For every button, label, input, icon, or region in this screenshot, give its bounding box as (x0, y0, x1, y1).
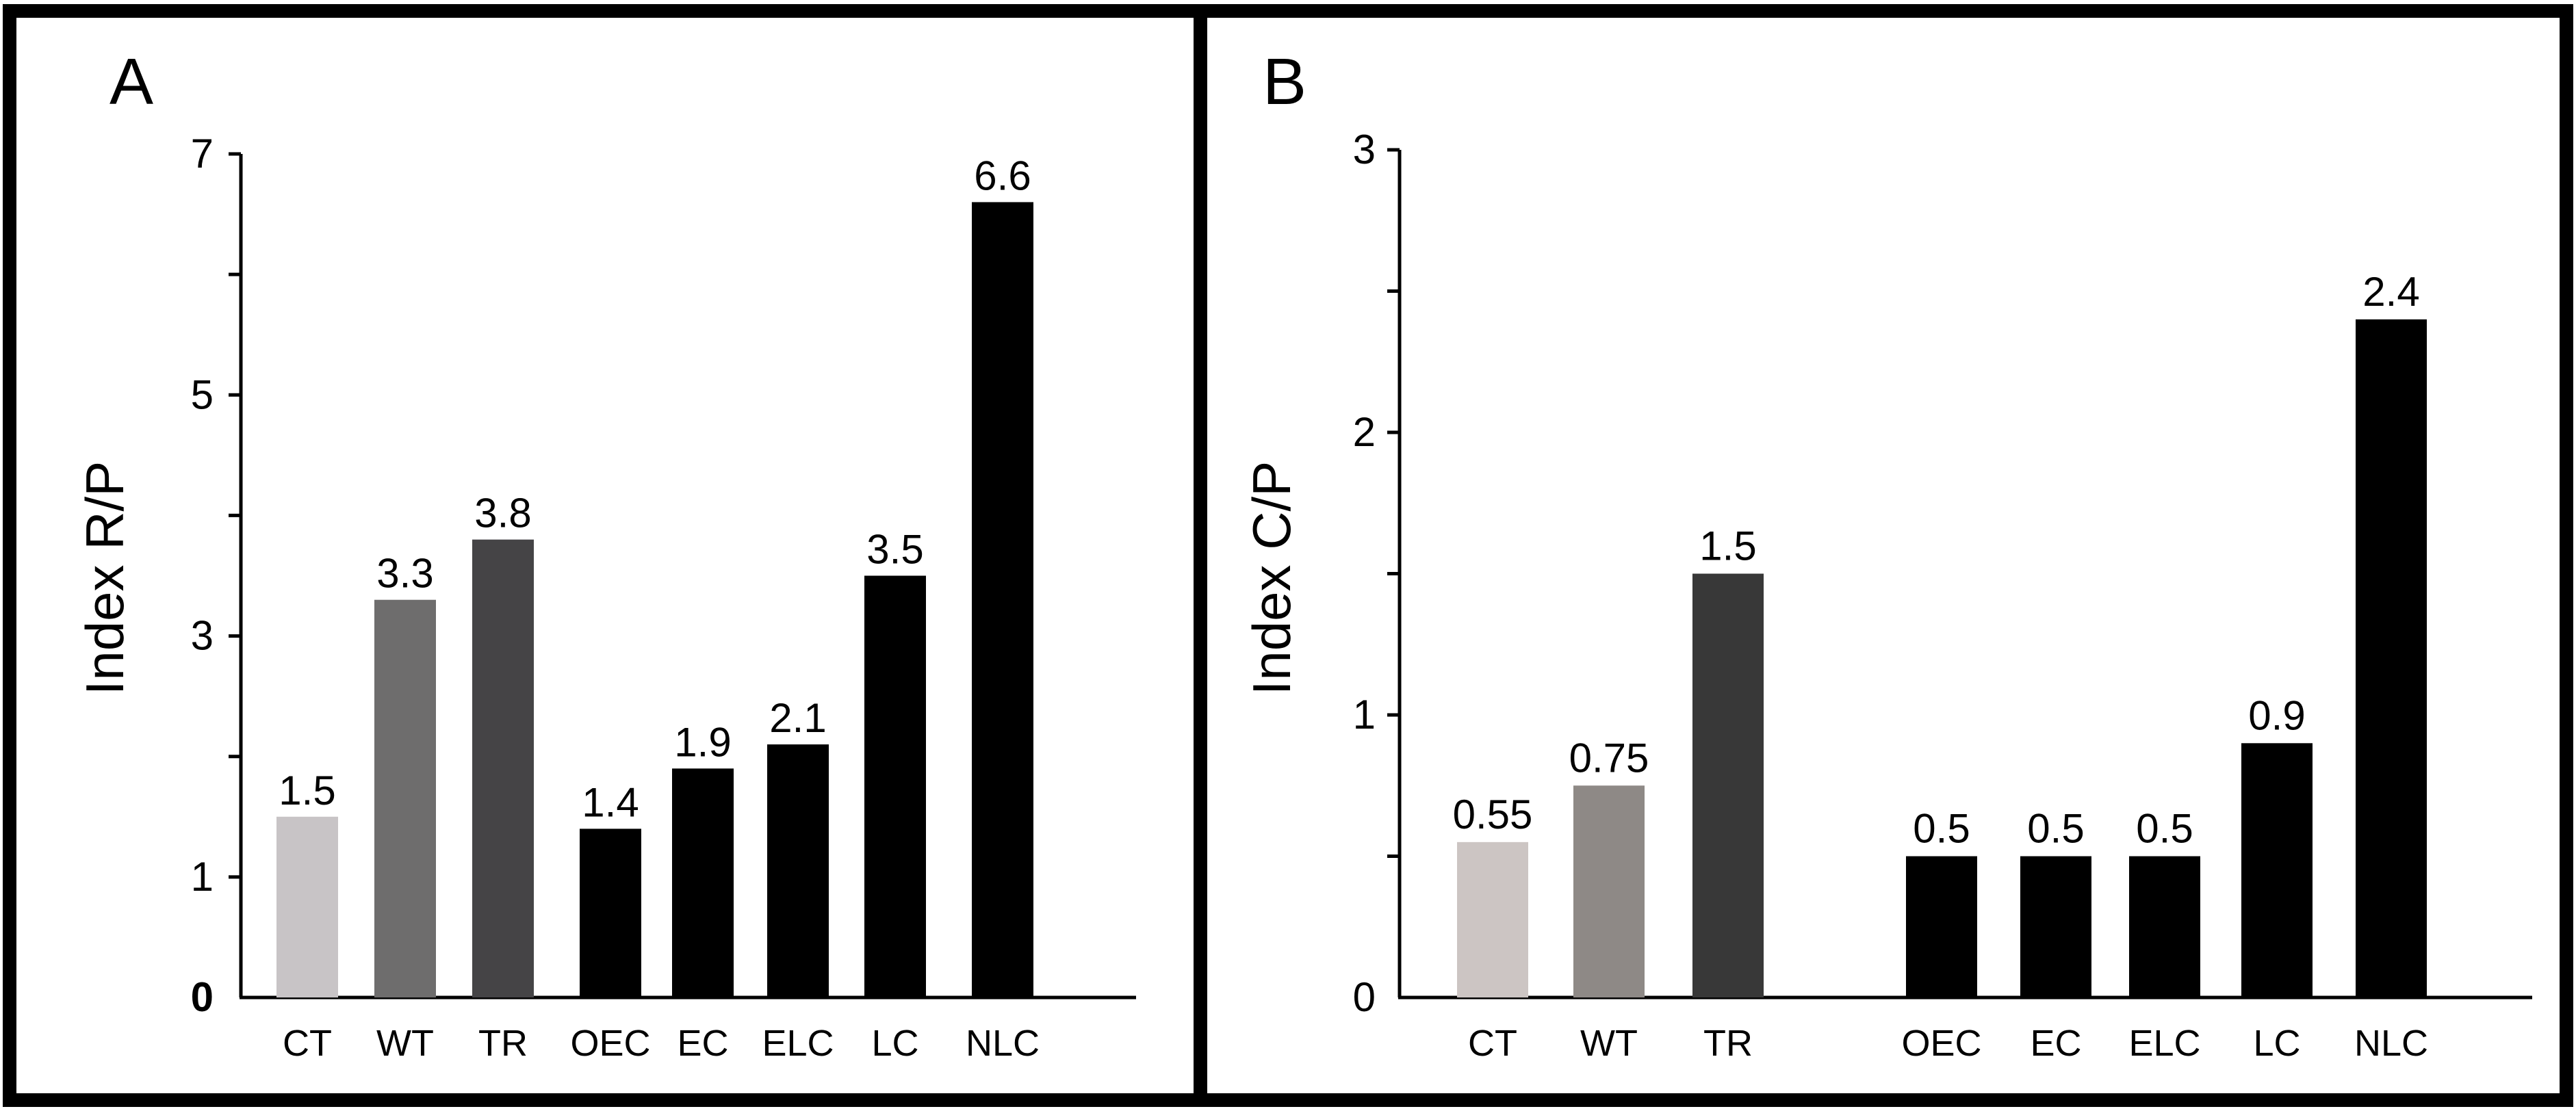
y-tick-label-a: 3 (191, 613, 214, 659)
data-label-a-oec: 1.4 (582, 779, 639, 825)
y-tick-label-b: 0 (1353, 974, 1376, 1020)
x-tick-label-a-elc: ELC (762, 1023, 834, 1064)
data-label-a-nlc: 6.6 (974, 153, 1031, 198)
bar-b-lc (2241, 743, 2313, 997)
bar-a-ec (672, 768, 734, 997)
x-tick-label-a-nlc: NLC (966, 1023, 1040, 1064)
x-tick-label-b-ec: EC (2030, 1023, 2081, 1064)
data-label-a-wt: 3.3 (376, 551, 433, 597)
panel-a-letter: A (110, 45, 153, 118)
bar-b-oec (1906, 856, 1977, 997)
bar-a-elc (767, 744, 829, 997)
x-tick-label-a-tr: TR (478, 1023, 528, 1064)
bar-a-lc (864, 575, 926, 997)
data-label-b-wt: 0.75 (1569, 735, 1649, 781)
y-tick-label-b: 2 (1353, 409, 1376, 455)
panel-b-frame (1194, 4, 2573, 1107)
bar-a-ct (276, 816, 338, 997)
bar-a-tr (472, 539, 534, 997)
x-tick-label-a-wt: WT (376, 1023, 434, 1064)
y-tick-label-b: 1 (1353, 692, 1376, 738)
x-tick-label-a-ct: CT (283, 1023, 332, 1064)
x-tick-label-b-ct: CT (1468, 1023, 1517, 1064)
data-label-a-lc: 3.5 (866, 527, 923, 573)
bar-b-nlc (2356, 319, 2427, 997)
bar-b-ec (2020, 856, 2091, 997)
panel-b-ylabel: Index C/P (1241, 461, 1302, 696)
bar-b-ct (1457, 841, 1528, 997)
bar-a-wt (374, 599, 436, 997)
chart-a: 0 1 3 5 7 1.5 CT 3.3 WT 3.8 TR 1.4 OEC 1.9 EC 2.1 ELC 3.5… (191, 131, 1136, 1064)
y-tick-label-a: 5 (191, 371, 214, 417)
data-label-b-elc: 0.5 (2136, 806, 2193, 852)
x-tick-label-a-ec: EC (677, 1023, 728, 1064)
data-label-b-tr: 1.5 (1699, 523, 1756, 569)
x-tick-label-a-lc: LC (871, 1023, 918, 1064)
data-label-b-ec: 0.5 (2027, 806, 2084, 852)
data-label-a-ec: 1.9 (674, 719, 731, 765)
data-label-b-lc: 0.9 (2248, 692, 2305, 738)
y-tick-label-a: 1 (191, 854, 214, 900)
x-tick-label-b-lc: LC (2253, 1023, 2300, 1064)
x-tick-label-b-oec: OEC (1901, 1023, 1981, 1064)
data-label-b-nlc: 2.4 (2362, 269, 2419, 315)
x-tick-label-b-nlc: NLC (2354, 1023, 2428, 1064)
data-label-a-elc: 2.1 (769, 695, 826, 741)
bar-a-oec (580, 829, 641, 997)
x-tick-label-b-tr: TR (1703, 1023, 1753, 1064)
data-label-b-oec: 0.5 (1913, 806, 1970, 852)
bar-b-elc (2129, 856, 2200, 997)
chart-b: 0 1 2 3 0.55 CT 0.75 WT 1.5 TR 0.5 OEC 0.5 EC 0.5 ELC 0.… (1353, 127, 2532, 1064)
y-tick-label-a: 0 (191, 974, 214, 1020)
y-tick-label-a: 7 (191, 131, 214, 177)
panel-a-ylabel: Index R/P (75, 461, 135, 696)
bar-a-nlc (972, 202, 1033, 997)
x-tick-label-a-oec: OEC (570, 1023, 650, 1064)
bar-b-wt (1573, 785, 1645, 997)
x-tick-label-b-elc: ELC (2128, 1023, 2200, 1064)
x-tick-label-b-wt: WT (1580, 1023, 1638, 1064)
bar-b-tr (1692, 573, 1764, 997)
data-label-b-ct: 0.55 (1453, 792, 1533, 837)
panel-b-letter: B (1263, 45, 1306, 118)
y-tick-label-b: 3 (1353, 127, 1376, 172)
data-label-a-ct: 1.5 (279, 768, 335, 813)
data-label-a-tr: 3.8 (474, 491, 531, 536)
